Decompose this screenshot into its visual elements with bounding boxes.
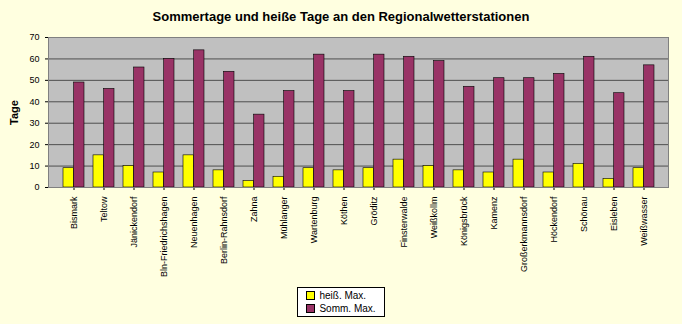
svg-text:Eisleben: Eisleben	[609, 197, 619, 232]
svg-text:Zahna: Zahna	[249, 197, 259, 223]
svg-text:Bismark: Bismark	[69, 196, 79, 229]
svg-text:60: 60	[29, 54, 39, 64]
svg-text:Weißwasser: Weißwasser	[639, 196, 649, 245]
svg-text:20: 20	[29, 140, 39, 150]
svg-text:Gröditz: Gröditz	[369, 196, 379, 226]
svg-text:Wartenburg: Wartenburg	[309, 197, 319, 244]
svg-text:Großerkmannsdorf: Großerkmannsdorf	[519, 196, 529, 272]
html-text:heiß. Max.: heiß. Max.	[319, 290, 367, 301]
svg-text:Weißkollm: Weißkollm	[429, 197, 439, 239]
svg-text:Finsterwalde: Finsterwalde	[399, 197, 409, 248]
svg-text:50: 50	[29, 75, 39, 85]
svg-text:10: 10	[29, 161, 39, 171]
svg-text:Teltow: Teltow	[99, 196, 109, 222]
svg-text:Mühlanger: Mühlanger	[279, 197, 289, 240]
html-text:Somm. Max.: Somm. Max.	[319, 303, 376, 314]
svg-text:Bln-Friedrichshagen: Bln-Friedrichshagen	[159, 197, 169, 278]
svg-text:Kamenz: Kamenz	[489, 196, 499, 230]
svg-text:70: 70	[29, 32, 39, 42]
html-text:Sommertage und heiße Tage an d: Sommertage und heiße Tage an den Regiona…	[152, 9, 530, 24]
svg-text:30: 30	[29, 118, 39, 128]
svg-text:Neuenhagen: Neuenhagen	[189, 197, 199, 249]
svg-text:Höckendorf: Höckendorf	[549, 196, 559, 243]
svg-text:Tage: Tage	[8, 100, 20, 125]
svg-text:Königsbrück: Königsbrück	[459, 196, 469, 246]
svg-text:Köthen: Köthen	[339, 197, 349, 226]
svg-text:0: 0	[34, 182, 39, 192]
svg-text:Berlin-Rahnsdorf: Berlin-Rahnsdorf	[219, 196, 229, 264]
svg-text:Jänickendorf: Jänickendorf	[129, 196, 139, 248]
svg-text:Schönau: Schönau	[579, 197, 589, 233]
svg-text:40: 40	[29, 97, 39, 107]
